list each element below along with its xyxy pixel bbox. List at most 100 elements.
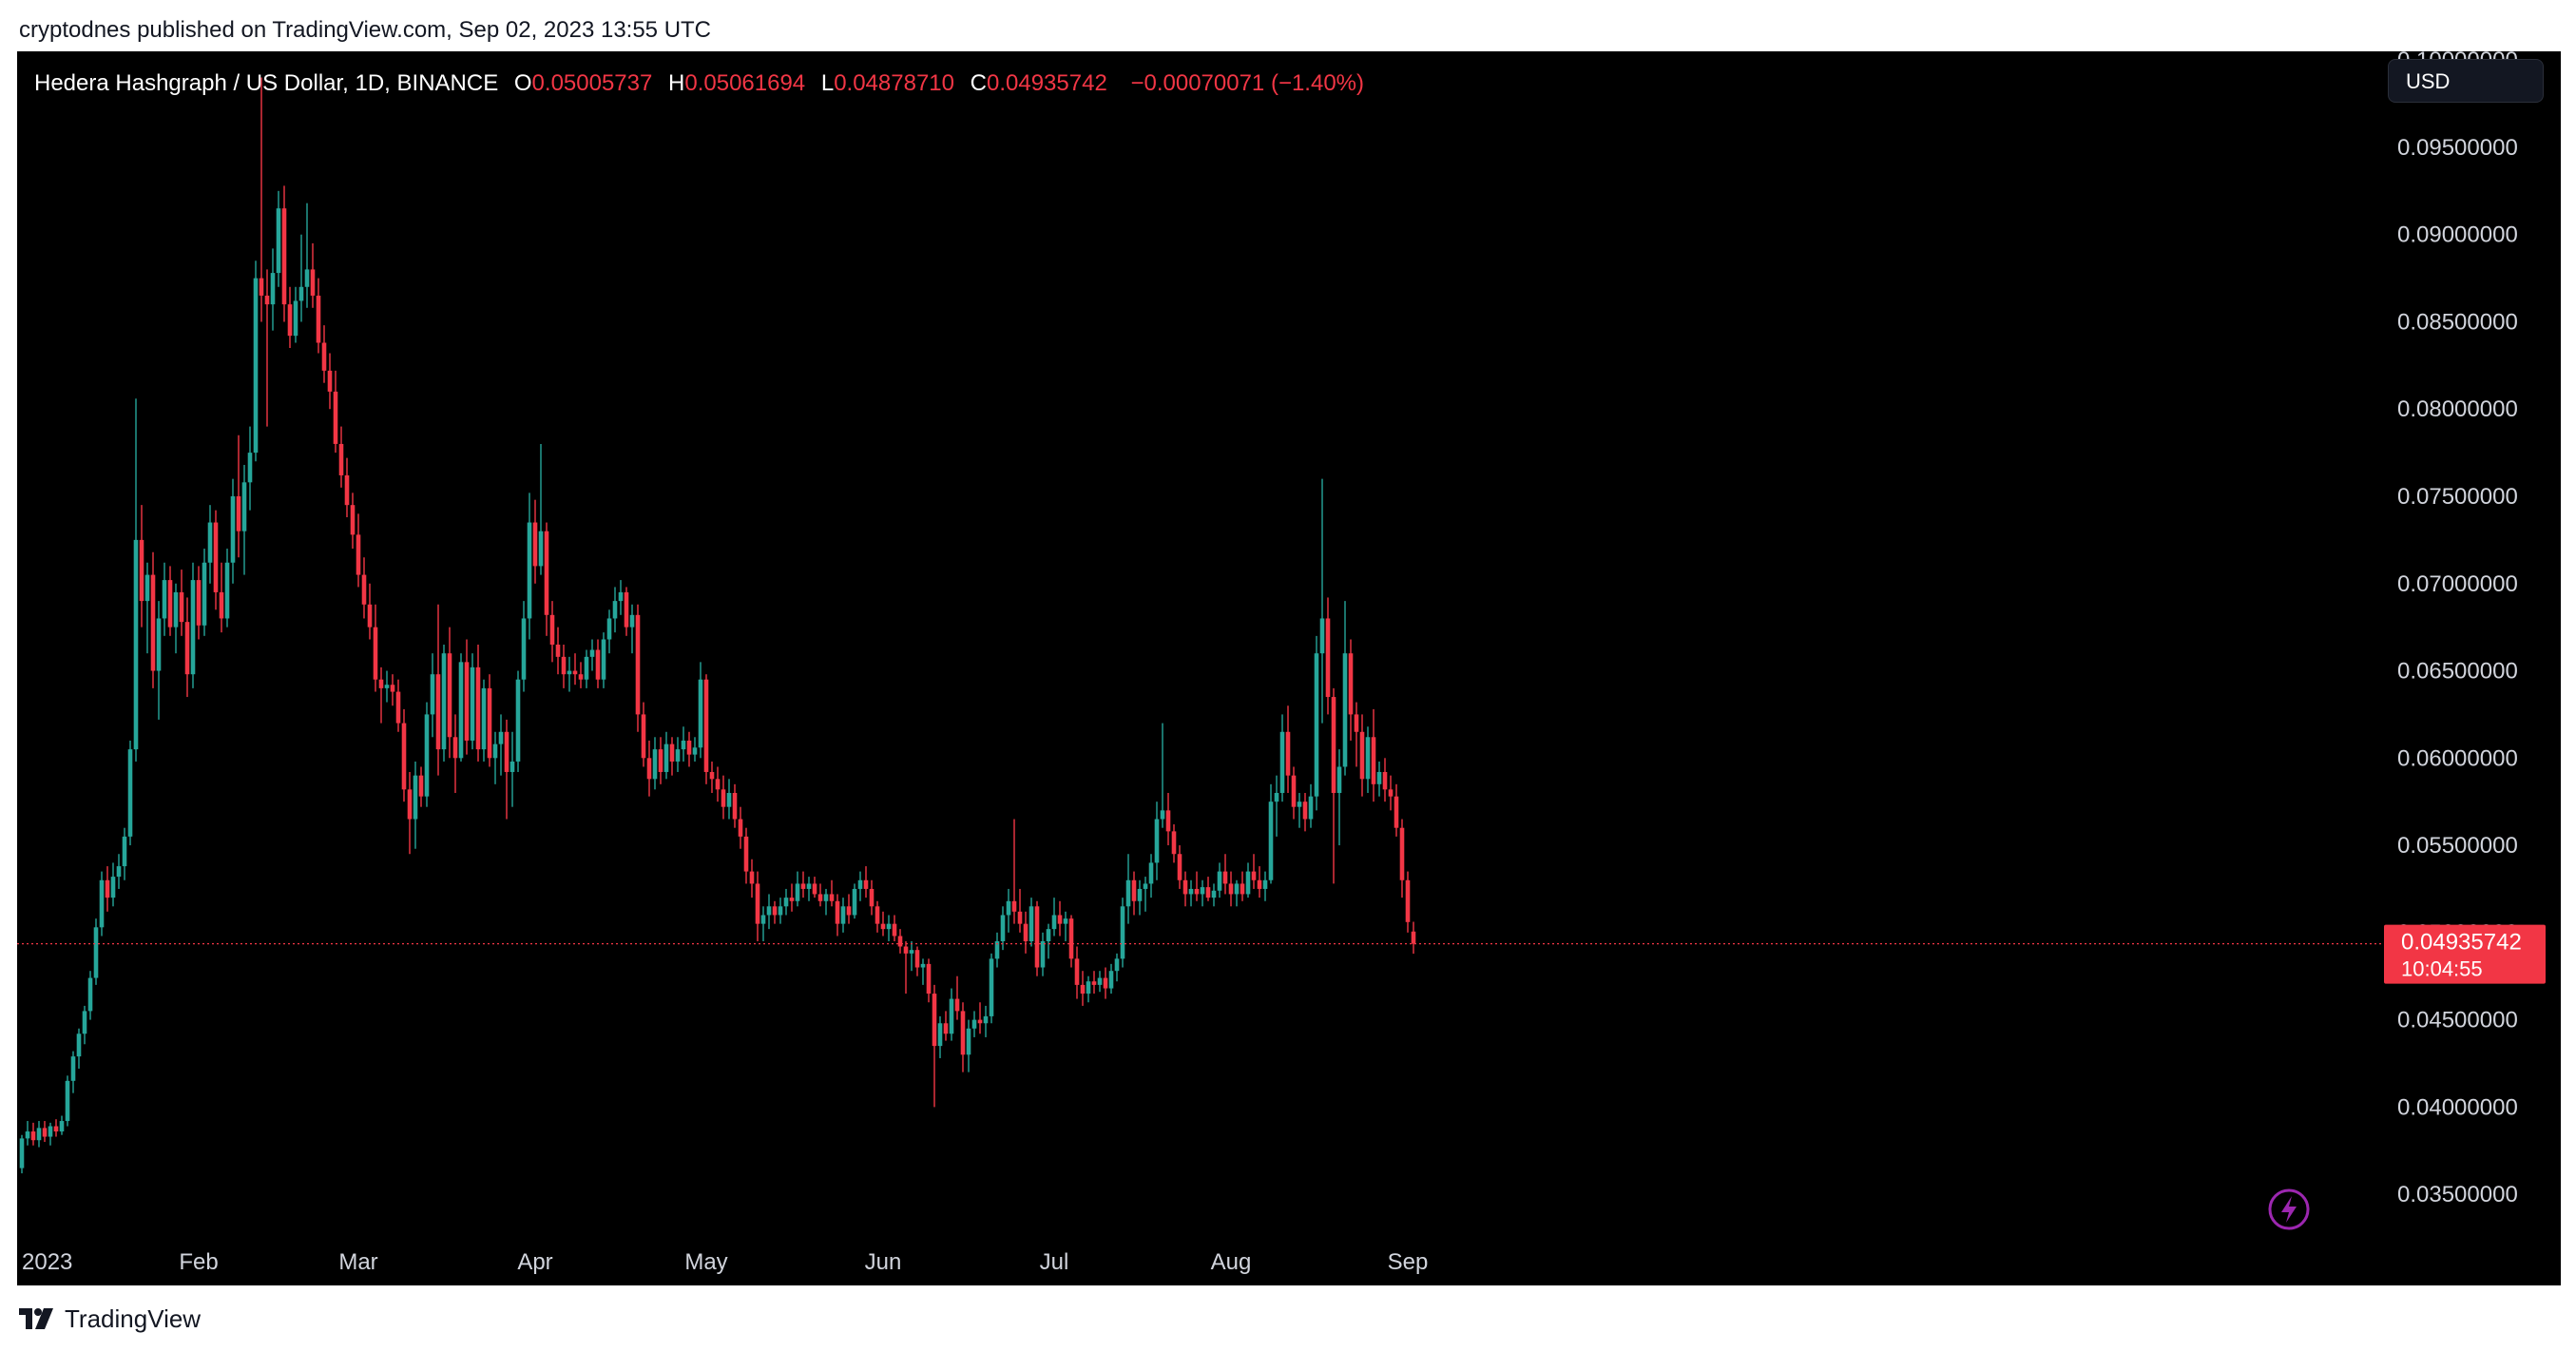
candle [795, 871, 800, 907]
candle [1040, 932, 1046, 976]
candle [1000, 906, 1006, 951]
candlestick-chart[interactable]: 0.035000000.040000000.045000000.05000000… [17, 51, 2561, 1285]
candle-body [105, 879, 110, 898]
candle-body [1291, 775, 1297, 807]
candle [521, 601, 527, 692]
candle [1285, 705, 1291, 793]
candle [150, 551, 156, 688]
candle [30, 1122, 36, 1146]
candle-body [789, 898, 795, 901]
candle-body [1080, 984, 1086, 995]
candle-body [338, 443, 344, 475]
candle-body [1006, 900, 1011, 916]
candle-body [612, 601, 618, 619]
candle-body [413, 775, 418, 820]
candle-body [1240, 883, 1245, 895]
candle [823, 888, 829, 916]
candle-body [806, 883, 812, 889]
candle [1137, 879, 1143, 916]
y-tick-label: 0.04500000 [2397, 1008, 2518, 1033]
candle [989, 953, 994, 1024]
candle [1308, 783, 1314, 828]
candle [817, 883, 823, 907]
candle-body [875, 906, 880, 924]
candle [281, 185, 287, 322]
candle-body [817, 894, 823, 901]
candle [287, 286, 293, 348]
candle [567, 656, 572, 692]
candle [1251, 854, 1257, 889]
candle [863, 866, 869, 898]
candle [1086, 975, 1091, 1003]
candle [179, 570, 184, 636]
candle [1188, 879, 1194, 907]
candle [1262, 871, 1268, 901]
candle-body [538, 531, 544, 567]
candle-body [857, 879, 863, 889]
candle [624, 587, 629, 636]
y-tick-label: 0.06500000 [2397, 659, 2518, 685]
candle [703, 674, 709, 784]
candle-body [903, 946, 909, 954]
replay-button-ring [2268, 1188, 2310, 1230]
candle-body [606, 618, 612, 640]
candle [589, 639, 595, 671]
candle-body [692, 747, 698, 755]
candle [1359, 714, 1365, 797]
candle-body [133, 539, 139, 750]
candle-body [589, 649, 595, 657]
replay-button[interactable] [2268, 1188, 2310, 1230]
candle-body [87, 977, 93, 1012]
candle [167, 566, 173, 636]
candle [1354, 702, 1359, 767]
candle-body [624, 591, 629, 628]
candle-body [390, 685, 395, 692]
candle [259, 77, 264, 322]
candle-body [435, 674, 441, 750]
candle [435, 604, 441, 776]
candle [920, 958, 926, 985]
candle-body [994, 941, 1000, 959]
candle [224, 549, 230, 628]
candle-body [70, 1056, 76, 1081]
candle-body [1194, 888, 1200, 895]
candle-body [333, 391, 338, 444]
legend-open-value: 0.05005737 [531, 70, 653, 96]
candle-body [1365, 737, 1371, 780]
candle-body [652, 749, 658, 780]
candle [338, 426, 344, 488]
candle-body [344, 474, 350, 506]
footer-brand[interactable]: TradingView [19, 1303, 201, 1335]
currency-button[interactable]: USD [2388, 59, 2544, 103]
y-tick-label: 0.09500000 [2397, 135, 2518, 161]
candle-body [698, 679, 703, 748]
candle-body [1125, 879, 1131, 907]
candle [1165, 793, 1171, 846]
candle [509, 731, 515, 807]
legend-open-label: O [513, 70, 532, 96]
candle-body [287, 304, 293, 337]
x-tick-label: Mar [338, 1249, 377, 1275]
candle [880, 911, 886, 937]
candle-body [504, 731, 509, 772]
candle-body [1257, 879, 1262, 889]
candle [82, 1005, 87, 1045]
candle [487, 674, 492, 767]
chart-frame[interactable]: 0.035000000.040000000.045000000.05000000… [17, 51, 2561, 1285]
candle [1120, 898, 1125, 968]
candle-body [1268, 802, 1274, 880]
candle [48, 1122, 53, 1146]
candle-body [1143, 883, 1148, 889]
candle-body [470, 666, 475, 741]
candle [310, 242, 316, 308]
candle-body [310, 269, 316, 296]
candle-body [1336, 766, 1342, 793]
candle [783, 888, 789, 916]
candle [361, 557, 367, 619]
candle-body [766, 906, 772, 916]
candle [772, 900, 778, 924]
candle [1411, 921, 1416, 955]
candle [1074, 946, 1080, 999]
candle-body [447, 653, 452, 738]
candle-body [407, 789, 413, 820]
